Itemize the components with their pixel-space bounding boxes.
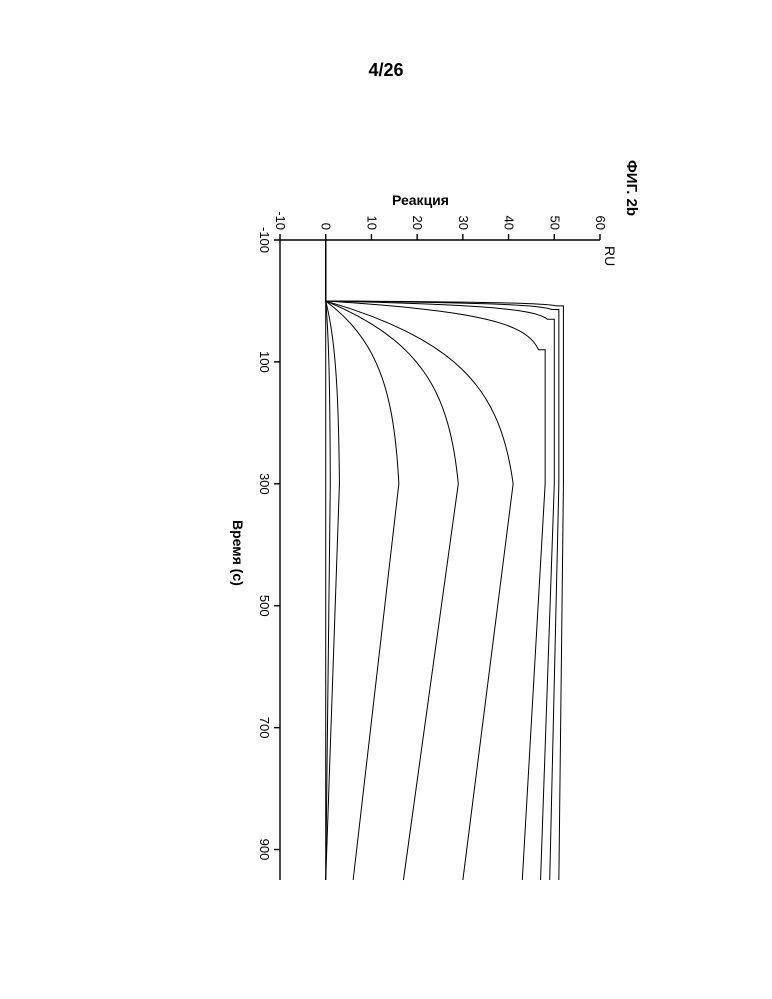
y-axis-label: Реакция (392, 192, 449, 208)
x-axis-label: Время (с) (230, 520, 246, 586)
svg-text:50: 50 (547, 216, 562, 230)
figure-label: ФИГ. 2b (623, 160, 640, 216)
chart-svg: -100102030405060-100100300500700900 (200, 170, 630, 920)
svg-text:60: 60 (593, 216, 608, 230)
svg-text:40: 40 (502, 216, 517, 230)
svg-text:300: 300 (257, 473, 272, 495)
svg-text:10: 10 (364, 216, 379, 230)
svg-text:-100: -100 (257, 227, 272, 253)
svg-text:700: 700 (257, 717, 272, 739)
svg-text:0: 0 (319, 223, 334, 230)
svg-text:900: 900 (257, 839, 272, 861)
page-number: 4/26 (0, 60, 772, 81)
ru-units-label: RU (602, 246, 618, 266)
svg-text:100: 100 (257, 351, 272, 373)
svg-text:-10: -10 (273, 211, 288, 230)
svg-text:500: 500 (257, 595, 272, 617)
svg-text:30: 30 (456, 216, 471, 230)
sensorgram-chart: ФИГ. 2b RU Реакция Время (с) -1001020304… (200, 170, 630, 920)
svg-text:20: 20 (410, 216, 425, 230)
chart-rotated-container: ФИГ. 2b RU Реакция Время (с) -1001020304… (200, 170, 630, 920)
